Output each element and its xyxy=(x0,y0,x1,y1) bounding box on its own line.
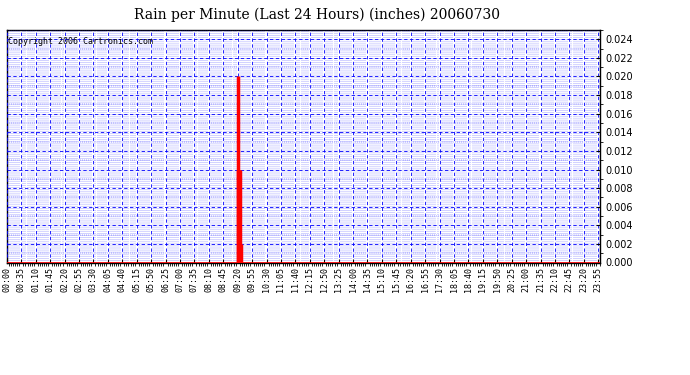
Text: Copyright 2006 Cartronics.com: Copyright 2006 Cartronics.com xyxy=(8,37,153,46)
Text: Rain per Minute (Last 24 Hours) (inches) 20060730: Rain per Minute (Last 24 Hours) (inches)… xyxy=(135,8,500,22)
